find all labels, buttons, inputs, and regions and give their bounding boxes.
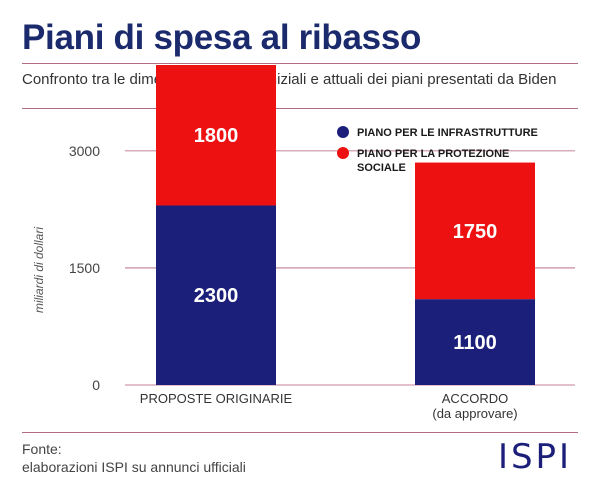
y-tick-label-3000: 3000 xyxy=(69,143,100,159)
stacked-bar-chart: 0 1500 3000 miliardi di dollari 2300 1800 PRO… xyxy=(32,65,575,421)
ispi-logo: ISPI xyxy=(500,438,570,472)
data-label-0-0: 2300 xyxy=(194,285,239,307)
subtitle-divider xyxy=(22,108,578,109)
legend-label-sub-1: SOCIALE xyxy=(357,162,406,174)
data-label-1-0: 1100 xyxy=(453,332,496,354)
legend: PIANO PER LE INFRASTRUTTURE PIANO PER LA … xyxy=(337,126,538,174)
page-title: Piani di spesa al ribasso xyxy=(22,18,422,57)
legend-marker-0 xyxy=(337,126,349,138)
bar-0-1 xyxy=(156,65,276,206)
data-label-1-1: 1750 xyxy=(453,221,498,243)
category-label-1: ACCORDO xyxy=(442,391,508,406)
legend-marker-1 xyxy=(337,147,349,159)
labels: 2300 1800 PROPOSTE ORIGINARIE 1100 1750 ACCOR… xyxy=(140,125,518,421)
bar-1-0 xyxy=(415,299,535,385)
y-tick-label-1500: 1500 xyxy=(69,260,100,276)
bar-0-0 xyxy=(156,205,276,385)
y-tick-label-0: 0 xyxy=(92,377,100,393)
footer-divider xyxy=(22,432,578,433)
data-label-0-1: 1800 xyxy=(194,125,239,147)
category-label-0: PROPOSTE ORIGINARIE xyxy=(140,391,293,406)
ispi-logo-text: ISPI xyxy=(500,438,570,472)
y-axis-label: miliardi di dollari xyxy=(32,227,46,313)
source-text: elaborazioni ISPI su annunci ufficiali xyxy=(22,459,246,475)
legend-label-1: PIANO PER LA PROTEZIONE xyxy=(357,148,509,160)
bar-1-1 xyxy=(415,162,535,300)
title-divider xyxy=(22,63,578,64)
category-label-sub-1: (da approvare) xyxy=(432,406,517,421)
source-label: Fonte: xyxy=(22,441,62,457)
legend-label-0: PIANO PER LE INFRASTRUTTURE xyxy=(357,127,538,139)
page-subtitle: Confronto tra le dimensioni di spesa ini… xyxy=(22,71,557,88)
bars xyxy=(156,65,535,385)
